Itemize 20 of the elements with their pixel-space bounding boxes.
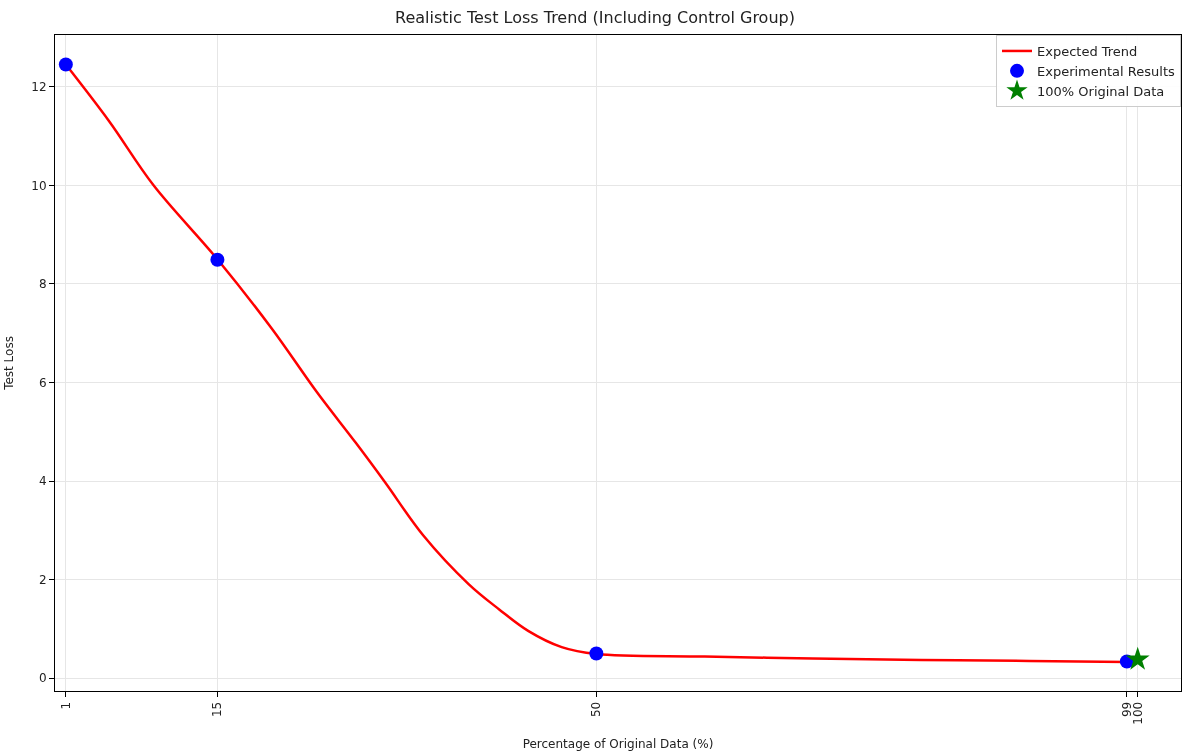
- y-tick-label: 2: [38, 572, 47, 587]
- legend-label: Expected Trend: [1037, 44, 1138, 60]
- y-tick-label: 10: [31, 178, 47, 193]
- y-tick-label: 8: [38, 277, 47, 292]
- x-tick-label: 15: [210, 701, 225, 718]
- legend-label: Experimental Results: [1037, 63, 1175, 79]
- y-tick-label: 6: [38, 375, 47, 390]
- y-tick-label: 12: [31, 79, 47, 94]
- legend-label: 100% Original Data: [1037, 83, 1165, 99]
- point: [210, 252, 225, 267]
- x-axis-title: Percentage of Original Data (%): [522, 736, 714, 751]
- x-tick-label: 1: [58, 701, 73, 710]
- y-tick-label: 0: [38, 671, 47, 686]
- x-tick-label: 50: [589, 701, 604, 718]
- point: [58, 57, 73, 72]
- y-tick-label: 4: [38, 474, 47, 489]
- point: [589, 646, 604, 661]
- point: [1125, 646, 1150, 670]
- chart-title: Realistic Test Loss Trend (Including Control Group): [395, 7, 795, 27]
- y-axis-title: Test Loss: [1, 336, 16, 391]
